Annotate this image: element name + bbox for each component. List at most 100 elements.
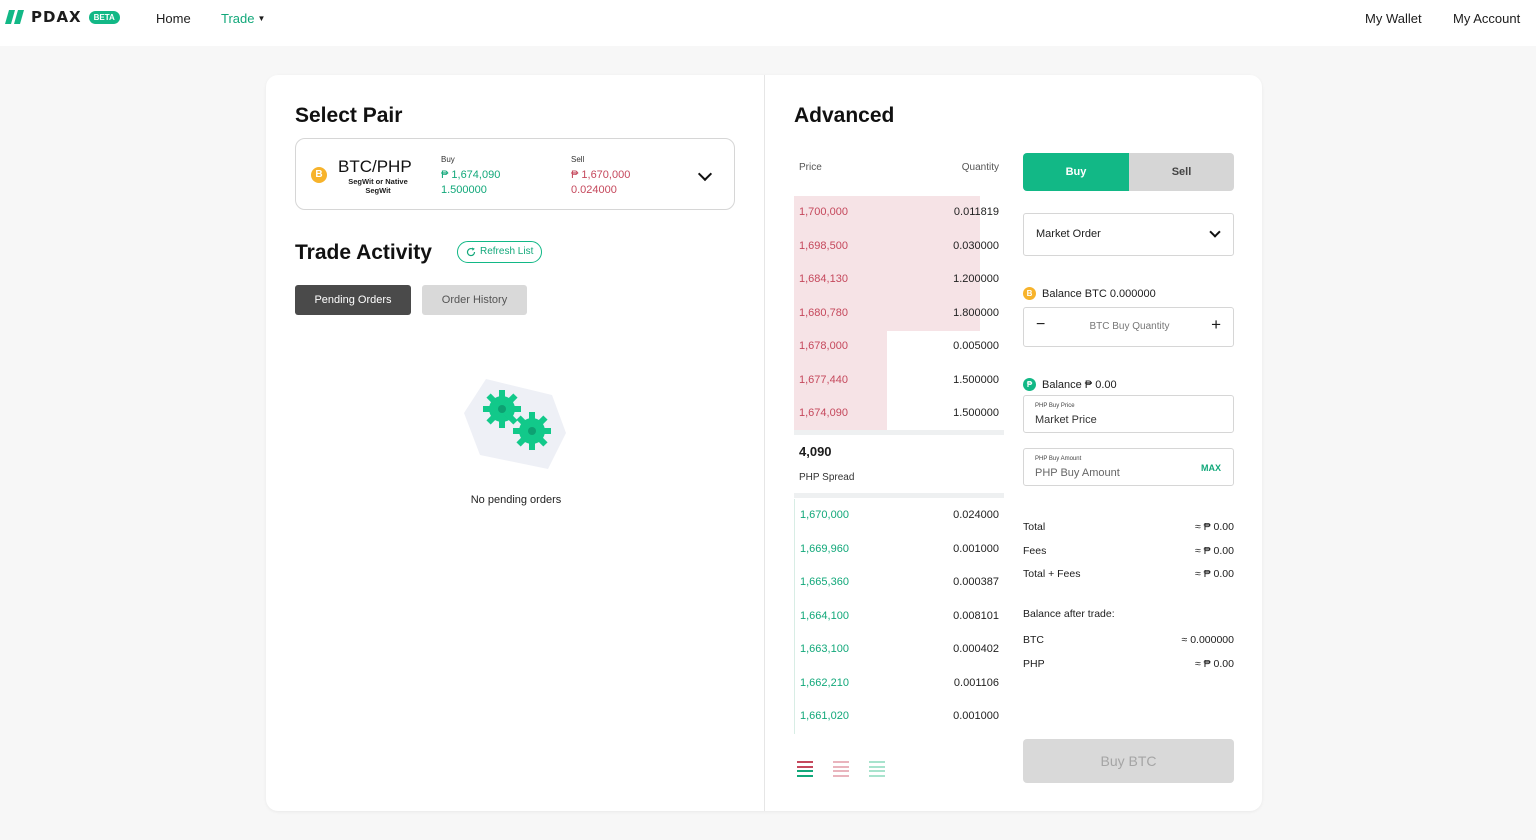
ask-price: 1,700,000 [799, 206, 848, 218]
ask-quantity: 1.500000 [953, 373, 999, 386]
nav-trade[interactable]: Trade ▼ [221, 11, 265, 26]
ask-quantity: 0.011819 [953, 206, 999, 218]
ask-row[interactable]: 1,678,000 0.005000 [794, 330, 1004, 364]
advanced-title: Advanced [794, 104, 895, 127]
btc-quantity-stepper[interactable]: − BTC Buy Quantity + [1023, 307, 1234, 347]
trade-activity-title: Trade Activity [295, 241, 432, 264]
asks-only-view-icon[interactable] [833, 761, 849, 777]
increment-icon[interactable]: + [1211, 315, 1221, 334]
ask-depth-bar [794, 196, 980, 230]
buy-btc-button[interactable]: Buy BTC [1023, 739, 1234, 783]
ask-row[interactable]: 1,680,780 1.800000 [794, 297, 1004, 331]
bid-quantity: 0.024000 [953, 509, 999, 521]
ask-depth-bar [794, 296, 980, 331]
max-button[interactable]: MAX [1201, 463, 1221, 473]
brand-name: PDAX [31, 8, 82, 26]
ask-row[interactable]: 1,700,000 0.011819 [794, 196, 1004, 230]
ask-depth-bar [794, 363, 887, 398]
ask-quantity: 0.005000 [953, 340, 999, 352]
order-history-tab[interactable]: Order History [422, 285, 527, 315]
spread-label: PHP Spread [799, 472, 855, 483]
summary-label: Total + Fees [1023, 568, 1081, 580]
ask-price: 1,674,090 [799, 407, 848, 419]
chevron-down-icon [697, 166, 713, 182]
ask-row[interactable]: 1,674,090 1.500000 [794, 397, 1004, 431]
caret-down-icon: ▼ [257, 14, 266, 23]
beta-badge: BETA [88, 10, 120, 24]
both-sides-view-icon[interactable] [797, 761, 813, 777]
bid-row[interactable]: 1,661,020 0.001000 [794, 700, 1004, 734]
spread-separator-bottom [794, 493, 1004, 498]
pending-orders-tab[interactable]: Pending Orders [295, 285, 411, 315]
bid-row[interactable]: 1,664,100 0.008101 [794, 599, 1004, 634]
ask-depth-bar [794, 330, 887, 364]
order-book: Price Quantity 1,700,000 0.011819 1,698,50… [794, 75, 1004, 811]
php-buy-amount-input[interactable]: PHP Buy Amount [1035, 467, 1120, 479]
trade-card: Select Pair B BTC/PHP SegWit or Native S… [266, 75, 1262, 811]
ask-row[interactable]: 1,698,500 0.030000 [794, 230, 1004, 264]
bid-price: 1,665,360 [800, 576, 849, 588]
ask-price: 1,698,500 [799, 239, 848, 252]
bids-only-view-icon[interactable] [869, 761, 885, 777]
ask-depth-bar [794, 263, 980, 297]
buy-label: Buy [441, 155, 455, 164]
sell-label: Sell [571, 155, 585, 164]
bid-price: 1,663,100 [800, 643, 849, 655]
summary-value: ≈ ₱ 0.00 [1194, 568, 1234, 580]
summary-row: Total ≈ ₱ 0.00 [1023, 521, 1234, 533]
empty-state-gears-illustration [464, 379, 566, 469]
balance-after-row: BTC ≈ 0.000000 [1023, 634, 1234, 646]
bid-price: 1,662,210 [800, 676, 849, 689]
ask-row[interactable]: 1,677,440 1.500000 [794, 364, 1004, 398]
bid-row[interactable]: 1,670,000 0.024000 [794, 499, 1004, 533]
pair-selector[interactable]: B BTC/PHP SegWit or Native SegWit Buy ₱ … [295, 138, 735, 210]
balance-after-value: ≈ 0.000000 [1181, 634, 1234, 646]
ask-row[interactable]: 1,684,130 1.200000 [794, 263, 1004, 297]
sell-tab[interactable]: Sell [1129, 153, 1234, 191]
bid-price: 1,669,960 [800, 542, 849, 555]
bid-quantity: 0.000387 [953, 576, 999, 588]
price-column-header: Price [799, 162, 822, 173]
bid-row[interactable]: 1,669,960 0.001000 [794, 532, 1004, 567]
bid-row[interactable]: 1,662,210 0.001106 [794, 666, 1004, 701]
php-buy-amount-field[interactable]: PHP Buy Amount PHP Buy Amount MAX [1023, 448, 1234, 486]
php-buy-amount-label: PHP Buy Amount [1035, 456, 1082, 462]
bid-price: 1,670,000 [800, 509, 849, 521]
php-balance-text: Balance ₱ 0.00 [1042, 378, 1117, 391]
pair-network: SegWit or Native SegWit [348, 177, 408, 195]
ask-price: 1,680,780 [799, 306, 848, 319]
bid-quantity: 0.000402 [953, 643, 999, 655]
peso-coin-icon: ₱ [1023, 378, 1036, 391]
ask-quantity: 0.030000 [953, 239, 999, 252]
bitcoin-icon: B [1023, 287, 1036, 300]
bid-quantity: 0.001000 [953, 542, 999, 555]
buy-price: ₱ 1,674,090 [441, 169, 501, 181]
nav-my-wallet[interactable]: My Wallet [1365, 11, 1422, 26]
btc-balance-text: Balance BTC 0.000000 [1042, 287, 1156, 300]
empty-state-message: No pending orders [470, 494, 562, 506]
refresh-list-button[interactable]: Refresh List [457, 241, 543, 263]
pdax-logo[interactable]: PDAX BETA [5, 8, 120, 26]
refresh-list-label: Refresh List [480, 246, 534, 257]
top-navbar: PDAX BETA Home Trade ▼ My Wallet My Accou… [0, 0, 1536, 46]
nav-home[interactable]: Home [156, 11, 191, 26]
nav-my-account[interactable]: My Account [1453, 11, 1521, 26]
bid-quantity: 0.008101 [953, 609, 999, 622]
order-type-select[interactable]: Market Order [1023, 213, 1234, 256]
bid-row[interactable]: 1,663,100 0.000402 [794, 633, 1004, 667]
decrement-icon[interactable]: − [1036, 316, 1046, 333]
order-type-value: Market Order [1036, 228, 1101, 240]
php-balance: ₱ Balance ₱ 0.00 [1023, 378, 1117, 391]
refresh-icon [466, 247, 476, 257]
bid-row[interactable]: 1,665,360 0.000387 [794, 566, 1004, 600]
sell-quantity: 0.024000 [571, 184, 617, 196]
bid-quantity: 0.001000 [953, 710, 999, 722]
select-pair-title: Select Pair [295, 104, 403, 127]
quantity-column-header: Quantity [961, 162, 999, 173]
btc-quantity-input[interactable]: BTC Buy Quantity [1089, 321, 1170, 332]
buy-tab[interactable]: Buy [1023, 153, 1129, 191]
php-buy-price-field[interactable]: PHP Buy Price Market Price [1023, 395, 1234, 433]
sell-price: ₱ 1,670,000 [571, 169, 631, 181]
panel-divider [764, 75, 765, 811]
balance-after-label: PHP [1023, 657, 1045, 670]
